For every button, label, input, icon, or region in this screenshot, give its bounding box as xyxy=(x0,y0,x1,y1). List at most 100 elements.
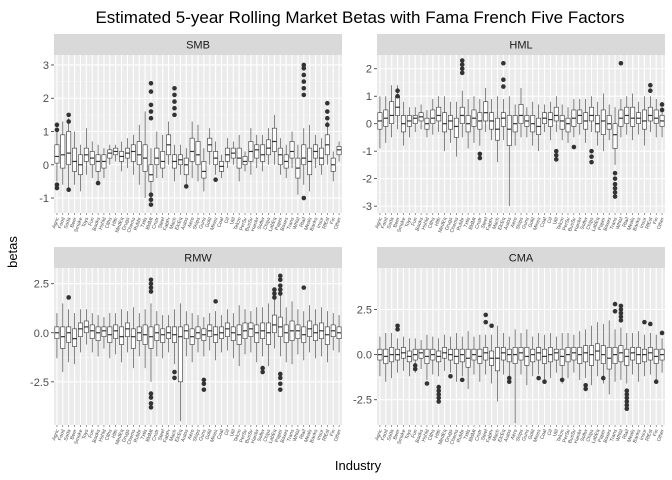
box-hml-20 xyxy=(495,96,500,163)
outlier-point xyxy=(148,115,154,121)
x-tick-label: BldMt xyxy=(468,216,478,231)
x-tick-label: LabEq xyxy=(268,216,279,232)
x-tick-label: BldMt xyxy=(145,216,155,231)
x-tick-label: Rubbr xyxy=(456,428,466,443)
box-smb-43 xyxy=(307,124,313,192)
outlier-point xyxy=(201,381,207,387)
panel-strip-label: RMW xyxy=(184,253,212,265)
outlier-point xyxy=(201,377,207,383)
box-rmw-20 xyxy=(172,309,177,365)
x-tick-label: Meals xyxy=(303,428,313,443)
outlier-point xyxy=(436,399,442,404)
outlier-point xyxy=(213,299,218,304)
box-cma-16 xyxy=(471,336,477,375)
box-smb-44 xyxy=(313,134,318,169)
x-tick-label: Autos xyxy=(503,216,513,231)
x-tick-label: Coal xyxy=(216,217,225,229)
box-iqr xyxy=(624,348,630,366)
box-cma-41 xyxy=(618,327,624,380)
box-iqr xyxy=(160,151,166,169)
box-smb-47 xyxy=(330,151,336,182)
x-tick-label: Gold xyxy=(204,216,213,228)
outlier-point xyxy=(277,277,283,283)
y-tick-label: 2 xyxy=(366,64,372,76)
x-tick-label: Smoke xyxy=(396,428,407,445)
x-tick-label: LabEq xyxy=(268,428,279,444)
box-rmw-33 xyxy=(248,311,254,353)
box-cma-14 xyxy=(459,336,465,377)
box-cma-35 xyxy=(583,329,589,379)
outlier-point xyxy=(448,373,453,379)
box-iqr xyxy=(66,131,72,166)
outlier-point xyxy=(412,363,418,368)
x-tick-label: BusSv xyxy=(567,428,578,444)
x-tick-label: RlEst xyxy=(644,216,654,230)
x-tick-label: Fin xyxy=(652,216,660,225)
box-smb-25 xyxy=(201,148,207,192)
x-tick-label: ElcEq xyxy=(174,216,184,231)
box-cma-15 xyxy=(465,331,471,389)
x-tick-label: Insur xyxy=(639,428,649,441)
x-tick-label: Hardw xyxy=(573,428,584,444)
x-tick-label: Mach xyxy=(169,428,179,442)
box-cma-17 xyxy=(477,334,483,382)
x-tick-label: BusSv xyxy=(244,428,255,444)
box-rmw-38 xyxy=(277,293,283,357)
outlier-point xyxy=(301,285,307,290)
outlier-point xyxy=(66,119,71,124)
outlier-point xyxy=(277,273,283,279)
x-tick-label: Toys xyxy=(404,428,413,440)
box-smb-1 xyxy=(60,121,66,185)
outlier-point xyxy=(148,405,154,410)
box-smb-3 xyxy=(72,131,77,185)
x-tick-label: Food xyxy=(57,216,67,229)
x-tick-label: Hshld xyxy=(98,216,108,230)
box-cma-29 xyxy=(547,332,553,379)
outlier-point xyxy=(618,318,624,323)
outlier-point xyxy=(501,84,506,89)
box-iqr xyxy=(436,106,442,122)
outlier-point xyxy=(66,187,71,193)
outlier-point xyxy=(172,92,177,98)
x-tick-label: PerSv xyxy=(562,428,572,443)
box-rmw-15 xyxy=(142,309,148,369)
x-tick-label: Autos xyxy=(180,216,190,231)
box-hml-40 xyxy=(612,107,618,165)
panel-strip xyxy=(54,34,342,55)
box-iqr xyxy=(512,347,518,364)
box-smb-45 xyxy=(319,138,324,175)
box-rmw-13 xyxy=(130,307,136,369)
panel-strip xyxy=(377,247,665,268)
box-rmw-1 xyxy=(60,303,66,373)
x-tick-label: Other xyxy=(333,216,343,230)
x-tick-label: Books xyxy=(415,216,426,232)
box-smb-13 xyxy=(130,134,136,175)
box-hml-14 xyxy=(459,90,465,138)
box-smb-39 xyxy=(283,144,289,179)
outlier-point xyxy=(277,375,283,381)
box-rmw-6 xyxy=(89,313,95,353)
outlier-point xyxy=(54,122,60,128)
x-tick-label: Paper xyxy=(597,216,607,231)
outlier-point xyxy=(301,195,307,201)
x-tick-label: Steel xyxy=(157,429,167,442)
x-tick-label: Softw xyxy=(257,428,267,442)
x-tick-label: Guns xyxy=(198,428,208,442)
box-hml-25 xyxy=(524,107,530,138)
box-hml-8 xyxy=(424,109,430,138)
x-tick-label: Toys xyxy=(81,216,90,228)
box-rmw-23 xyxy=(189,313,195,363)
outlier-point xyxy=(54,127,60,133)
x-tick-label: Hardw xyxy=(250,216,261,232)
outlier-point xyxy=(489,323,494,329)
box-cma-26 xyxy=(530,336,536,377)
outlier-point xyxy=(148,289,154,294)
box-cma-25 xyxy=(524,329,530,386)
box-rmw-4 xyxy=(78,309,83,353)
box-iqr xyxy=(189,137,195,162)
x-tick-label: Drugs xyxy=(121,428,131,443)
x-tick-label: Fun xyxy=(87,216,96,226)
box-hml-17 xyxy=(477,98,483,146)
outlier-point xyxy=(325,122,330,128)
y-tick-label: 0 xyxy=(43,160,49,172)
